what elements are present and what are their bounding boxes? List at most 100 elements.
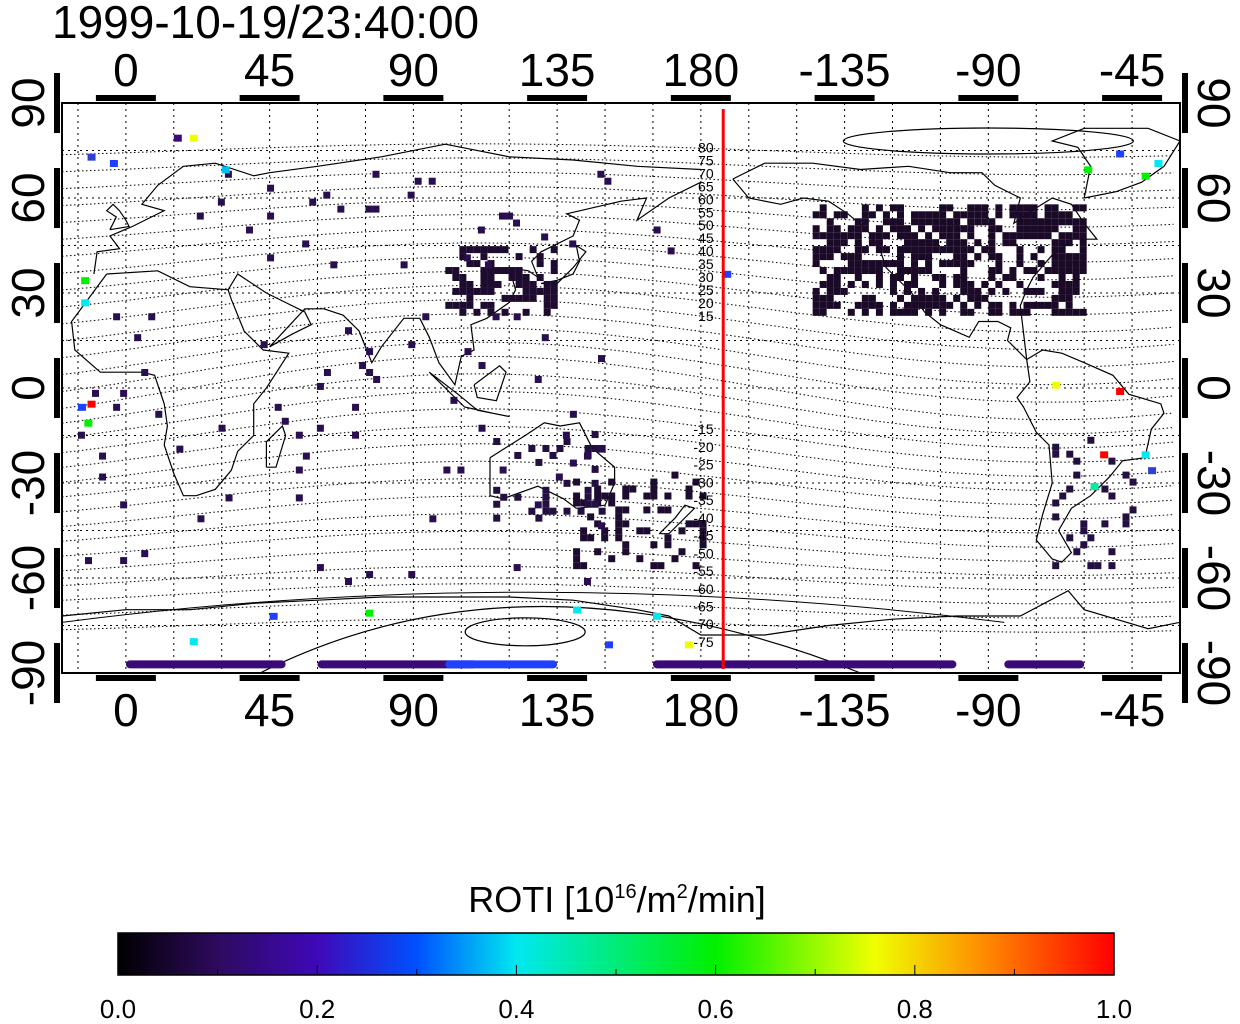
roti-pixel [515, 253, 523, 261]
bottom-longitude-labels: 0 45 90 135 180 -135 -90 -45 [113, 684, 1165, 736]
roti-pixel [134, 334, 142, 342]
roti-pixel [664, 534, 672, 542]
roti-pixel [1108, 562, 1116, 570]
roti-pixel [911, 211, 919, 219]
roti-pixel [1073, 548, 1081, 556]
roti-pixel [604, 177, 612, 185]
roti-pixel [925, 232, 933, 240]
roti-pixel [1129, 478, 1137, 486]
roti-pixel [861, 218, 869, 226]
mlat-label: -65 [693, 599, 713, 615]
mlat-contour [62, 256, 1174, 298]
roti-pixel [1072, 267, 1080, 275]
roti-pixel [1122, 513, 1130, 521]
roti-pixel [911, 274, 919, 281]
roti-pixel [196, 212, 204, 220]
mlat-label: -30 [693, 474, 713, 490]
roti-pixel [657, 506, 665, 514]
roti-pixel-high [77, 403, 86, 411]
roti-pixel [120, 501, 128, 509]
coastline-new-zealand [658, 504, 696, 535]
roti-pixel [1023, 218, 1031, 226]
mlat-contour [62, 565, 1174, 591]
roti-pixel-high [1154, 160, 1163, 167]
roti-pixel [550, 287, 558, 295]
roti-pixel [967, 308, 975, 316]
roti-pixel [911, 294, 919, 302]
left-lat-label: -60 [2, 545, 54, 611]
roti-pixel [225, 494, 233, 502]
roti-pixel [615, 513, 623, 521]
roti-pixel [422, 313, 430, 321]
roti-pixel [861, 294, 869, 302]
roti-pixel [141, 550, 149, 558]
roti-pixel [819, 232, 827, 240]
roti-pixel [330, 261, 338, 269]
bottom-lon-label: 0 [113, 684, 139, 736]
roti-pixel [904, 308, 912, 316]
roti-pixel [925, 308, 933, 316]
roti-pixel [812, 253, 820, 261]
roti-pixel [1079, 204, 1087, 212]
roti-pixel [508, 294, 516, 302]
roti-pixel [514, 451, 522, 459]
roti-pixel [494, 280, 502, 288]
roti-pixel [812, 308, 820, 316]
roti-pixel [597, 170, 605, 178]
roti-pixel [1072, 225, 1080, 233]
roti-pixel [974, 294, 982, 302]
right-lat-label: 30 [1188, 267, 1240, 318]
roti-pixel [960, 274, 968, 281]
roti-pixel [534, 501, 542, 509]
roti-pixel [1009, 211, 1017, 219]
roti-pixel [840, 211, 848, 219]
roti-pixel [608, 499, 616, 507]
roti-pixel [896, 218, 904, 226]
roti-pixel [522, 280, 530, 288]
roti-pixel [1108, 457, 1116, 465]
roti-pixel [882, 260, 890, 268]
roti-pixel [323, 191, 331, 199]
right-frame-tick [1182, 358, 1188, 418]
roti-pixel [650, 492, 658, 500]
roti-pixel [699, 534, 707, 542]
roti-pixel [960, 301, 968, 309]
roti-pixel [911, 280, 919, 288]
roti-pixel [1065, 211, 1073, 219]
mlat-label: -40 [693, 510, 713, 526]
roti-pixel [882, 246, 890, 254]
roti-pixel [889, 204, 897, 212]
roti-pixel [812, 225, 820, 233]
roti-pixel [513, 564, 521, 572]
roti-pixel [896, 211, 904, 219]
roti-pixel [861, 225, 869, 233]
roti-pixel [550, 260, 558, 268]
roti-pixel [1051, 211, 1059, 219]
roti-pixel [1037, 301, 1045, 309]
roti-pixel [573, 548, 581, 556]
roti-pixel [643, 506, 651, 514]
roti-pixel [1072, 287, 1080, 295]
roti-pixel [904, 267, 912, 275]
roti-pixel [988, 218, 996, 226]
coastline-britain [105, 203, 131, 231]
roti-pixel [861, 301, 869, 309]
roti-pixel [854, 260, 862, 268]
roti-pixel [1087, 562, 1095, 570]
roti-pixel [480, 274, 488, 281]
roti-pixel [1009, 301, 1017, 309]
colorbar-tick-label: 0.4 [498, 994, 534, 1024]
roti-pixel [875, 274, 883, 281]
roti-pixel [1058, 253, 1066, 261]
roti-pixel [1072, 253, 1080, 261]
roti-pixel [981, 246, 989, 254]
top-frame-tick [958, 95, 1019, 101]
roti-pixel [1037, 246, 1045, 254]
left-frame-tick [54, 168, 60, 228]
roti-pixel [896, 225, 904, 233]
top-frame-tick [1102, 95, 1163, 101]
roti-pixel [988, 267, 996, 275]
roti-pixel [1051, 301, 1059, 309]
bottom-frame-tick [527, 675, 588, 681]
roti-pixel [445, 267, 453, 275]
